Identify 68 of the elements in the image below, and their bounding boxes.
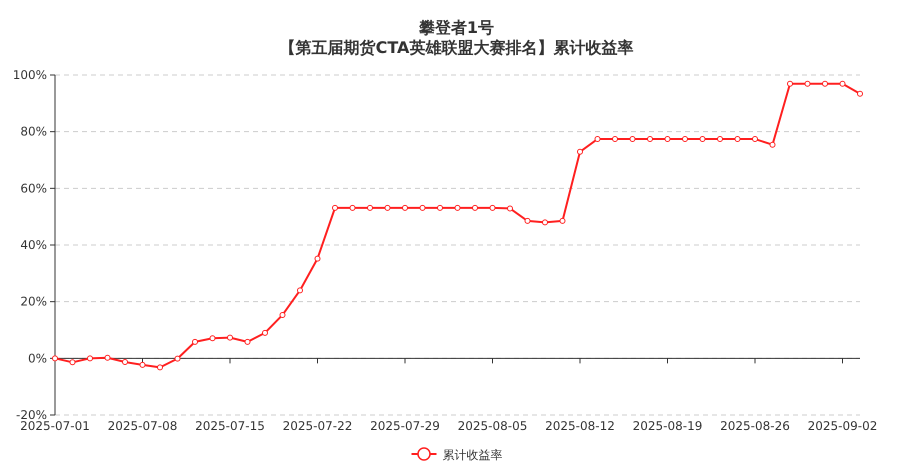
point xyxy=(384,204,390,211)
point xyxy=(70,359,76,366)
point xyxy=(262,330,268,336)
point xyxy=(664,136,670,142)
point xyxy=(840,80,846,87)
point xyxy=(804,80,810,87)
chart-subtitle: 【第五届期货CTA英雄联盟大赛排名】累计收益率 xyxy=(280,38,634,57)
point xyxy=(770,142,776,148)
x-tick-label: 2025-07-01 xyxy=(20,419,90,433)
point xyxy=(210,335,216,342)
point xyxy=(227,334,233,341)
y-tick-label: 20% xyxy=(20,294,47,309)
point xyxy=(174,356,180,362)
point xyxy=(104,354,110,361)
point xyxy=(332,204,338,211)
y-tick-label: 100% xyxy=(12,68,47,82)
x-tick-label: 2025-08-05 xyxy=(458,419,528,433)
x-tick-label: 2025-08-19 xyxy=(632,419,702,433)
point xyxy=(700,136,706,142)
x-tick-label: 2025-09-02 xyxy=(808,419,878,433)
point xyxy=(630,136,636,142)
point xyxy=(157,364,163,370)
chart-title: 攀登者1号 xyxy=(418,18,494,37)
point xyxy=(87,355,93,362)
point xyxy=(420,204,426,211)
point xyxy=(52,355,58,362)
point xyxy=(192,338,198,345)
x-tick-label: 2025-08-26 xyxy=(720,419,790,433)
y-tick-label: 0% xyxy=(28,351,47,366)
legend: 累计收益率 xyxy=(412,447,502,462)
x-tick-label: 2025-07-22 xyxy=(282,419,352,433)
point xyxy=(787,80,793,87)
point xyxy=(822,80,828,87)
point xyxy=(490,204,496,211)
point xyxy=(857,90,863,97)
point xyxy=(542,219,548,226)
point xyxy=(454,204,460,211)
y-tick-label: 60% xyxy=(20,181,47,196)
point xyxy=(122,359,128,366)
point xyxy=(244,338,250,345)
point xyxy=(647,136,653,142)
point xyxy=(437,204,443,211)
y-tick-label: 80% xyxy=(20,124,47,139)
point xyxy=(472,204,478,211)
point xyxy=(734,136,740,142)
x-tick-label: 2025-07-29 xyxy=(370,419,440,433)
point xyxy=(140,362,146,368)
point xyxy=(612,136,618,142)
x-tick-label: 2025-07-08 xyxy=(108,419,178,433)
point xyxy=(367,204,373,211)
point xyxy=(350,204,356,211)
y-tick-label: -20% xyxy=(16,408,47,422)
point xyxy=(314,256,320,262)
point xyxy=(752,136,758,142)
point xyxy=(297,287,303,294)
point xyxy=(594,136,600,142)
point xyxy=(717,136,723,142)
point xyxy=(560,218,566,224)
point xyxy=(682,136,688,142)
point xyxy=(577,148,583,155)
point xyxy=(524,218,530,224)
y-tick-label: 40% xyxy=(20,238,47,252)
x-tick-label: 2025-08-12 xyxy=(545,419,615,433)
legend-label: 累计收益率 xyxy=(442,448,502,462)
point xyxy=(402,204,408,211)
point xyxy=(280,312,286,318)
x-tick-label: 2025-07-15 xyxy=(195,419,265,433)
point xyxy=(507,205,513,212)
